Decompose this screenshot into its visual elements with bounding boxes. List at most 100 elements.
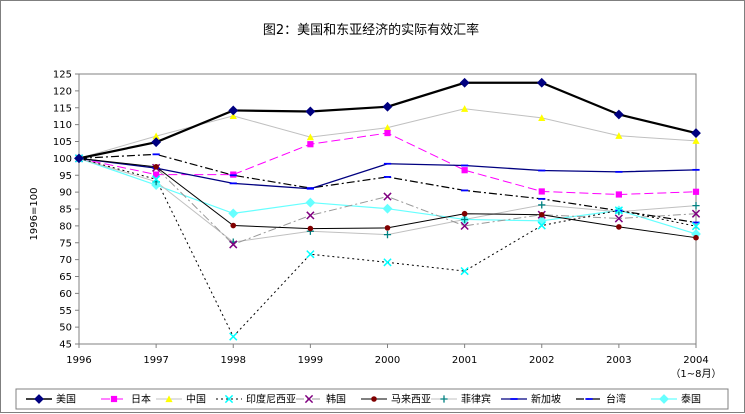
data-point <box>230 222 237 229</box>
data-point <box>384 129 391 137</box>
x-tick-label: 1996 <box>66 355 91 366</box>
data-point <box>461 167 468 174</box>
legend-marker <box>34 394 44 404</box>
data-point <box>460 266 469 276</box>
data-point <box>538 211 545 218</box>
data-point <box>692 202 700 210</box>
y-tick-label: 85 <box>59 205 72 216</box>
series-line <box>78 157 697 338</box>
data-point <box>306 250 315 259</box>
legend-marker <box>371 396 377 402</box>
data-point <box>538 114 546 121</box>
legend-label: 台湾 <box>606 393 626 406</box>
legend-label: 马来西亚 <box>391 394 431 406</box>
data-point <box>152 132 160 140</box>
legend-item: 马来西亚 <box>361 394 431 406</box>
legend-item: 菲律宾 <box>431 393 491 406</box>
data-point <box>616 224 622 230</box>
legend-item: 印度尼西亚 <box>216 393 296 406</box>
legend-item: 日本 <box>101 393 151 406</box>
data-point <box>692 137 700 144</box>
y-tick-label: 65 <box>59 272 72 283</box>
legend-marker <box>304 394 314 404</box>
data-point <box>153 164 159 170</box>
data-point <box>153 171 160 178</box>
data-point <box>536 77 547 88</box>
x-tick-label: 2000 <box>375 355 400 366</box>
data-point <box>151 137 162 148</box>
data-point <box>461 210 468 217</box>
data-point <box>382 203 393 214</box>
legend-item: 中国 <box>156 393 206 406</box>
data-point <box>306 211 315 220</box>
data-point <box>691 209 701 218</box>
legend-item: 台湾 <box>576 393 626 406</box>
y-tick-label: 60 <box>59 289 72 300</box>
data-point <box>693 234 699 241</box>
data-point <box>383 231 392 239</box>
data-point <box>691 128 701 138</box>
series-line <box>78 81 697 160</box>
legend-marker <box>659 394 669 404</box>
x-tick-label: 2004 <box>683 355 708 366</box>
data-point <box>384 225 391 231</box>
data-point <box>538 201 546 209</box>
x-tick-label: 1999 <box>298 355 323 366</box>
legend: 美国 日本 中国 印度尼西亚 韩国 马来西亚 菲律宾 新加坡 台湾 泰国 <box>26 393 701 406</box>
data-point <box>305 197 316 208</box>
x-tick-label: 2003 <box>606 355 631 366</box>
markers-group <box>74 77 701 341</box>
x-axis-note: （1~8月） <box>670 368 721 380</box>
legend-label: 新加坡 <box>531 393 561 406</box>
y-tick-label: 110 <box>53 120 72 131</box>
data-point <box>229 240 238 249</box>
data-point <box>614 206 624 215</box>
data-point <box>692 188 700 195</box>
data-point <box>615 191 622 198</box>
data-point <box>382 101 393 112</box>
legend-label: 日本 <box>131 393 151 406</box>
y-tick-label: 70 <box>59 255 72 266</box>
data-point <box>228 105 239 116</box>
data-point <box>307 141 314 148</box>
data-point <box>383 258 392 267</box>
legend-item: 韩国 <box>296 393 346 406</box>
x-tick-label: 2002 <box>529 355 554 366</box>
data-point <box>383 192 392 201</box>
data-point <box>537 221 546 230</box>
legend-item: 美国 <box>26 393 76 406</box>
series-line <box>78 153 697 224</box>
axes: 45 50 55 60 65 70 75 80 85 90 95 100 105 110 115 120 125… <box>53 70 709 367</box>
y-tick-label: 90 <box>59 188 72 199</box>
chart-title: 图2：美国和东亚经济的实际有效汇率 <box>263 22 479 38</box>
x-tick-label: 1997 <box>143 355 168 366</box>
data-point <box>74 153 84 164</box>
x-tick-label: 2001 <box>452 355 477 366</box>
y-tick-label: 45 <box>59 340 72 351</box>
data-point <box>615 132 623 139</box>
data-point <box>307 225 314 232</box>
data-point <box>228 208 239 219</box>
y-tick-label: 75 <box>59 238 72 249</box>
y-tick-label: 100 <box>53 154 72 165</box>
legend-marker <box>165 395 173 403</box>
legend-label: 泰国 <box>681 393 701 406</box>
y-tick-label: 125 <box>53 70 72 81</box>
legend-marker <box>110 395 118 403</box>
data-point <box>306 133 314 141</box>
y-axis-label: 1996=100 <box>29 188 40 241</box>
legend-marker <box>440 395 448 403</box>
y-tick-label: 105 <box>53 137 72 148</box>
y-tick-label: 120 <box>53 86 72 97</box>
data-point <box>614 214 624 223</box>
data-point <box>229 112 237 119</box>
y-tick-label: 55 <box>59 306 72 317</box>
legend-label: 中国 <box>186 393 206 406</box>
legend-item: 泰国 <box>651 393 701 406</box>
x-tick-label: 1998 <box>221 355 246 366</box>
legend-label: 韩国 <box>326 393 346 406</box>
y-tick-label: 80 <box>59 221 72 232</box>
y-tick-label: 115 <box>53 103 72 114</box>
